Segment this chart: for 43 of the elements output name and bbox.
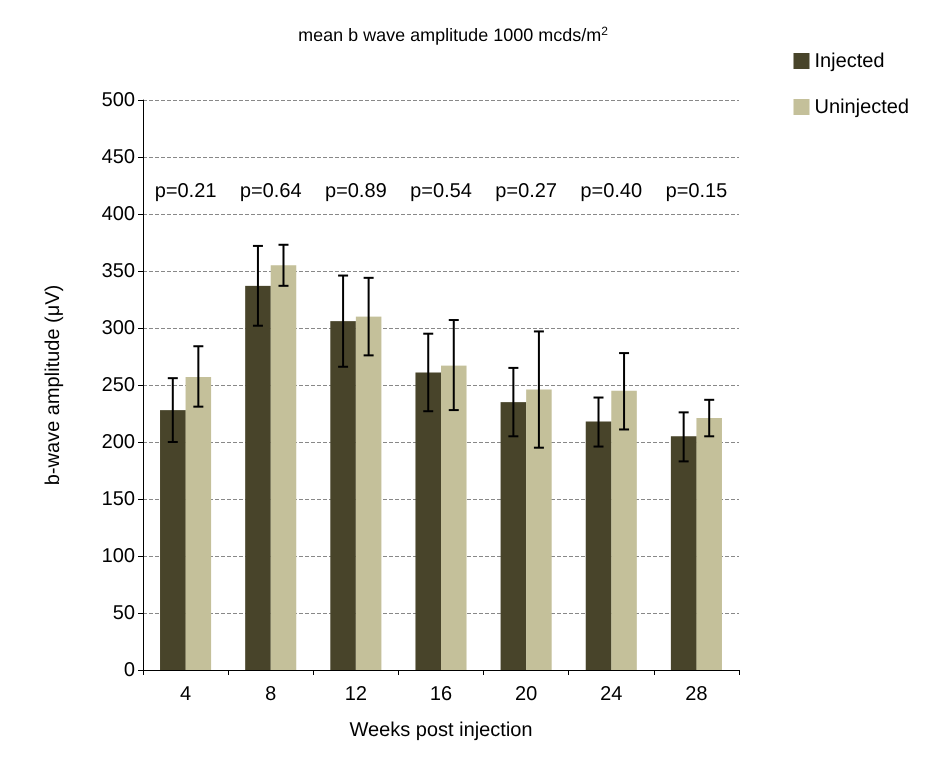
x-tick-label: 4	[180, 683, 192, 705]
annotation: p=0.54	[410, 180, 472, 202]
bar	[186, 377, 212, 670]
x-tick-label: 28	[685, 683, 708, 705]
x-tick-label: 16	[430, 683, 452, 705]
annotation: p=0.89	[324, 180, 387, 202]
bar	[441, 366, 467, 670]
bar	[500, 402, 526, 670]
bar	[160, 410, 186, 670]
annotation: p=0.27	[495, 180, 558, 202]
bar	[415, 372, 441, 670]
bar	[586, 421, 612, 670]
y-tick-label: 0	[124, 659, 135, 681]
bar	[611, 390, 637, 670]
y-tick-label: 350	[102, 260, 135, 282]
y-tick-label: 450	[102, 146, 135, 168]
y-tick-label: 500	[102, 89, 135, 111]
annotation: p=0.21	[154, 180, 216, 202]
annotation: p=0.64	[240, 180, 302, 202]
bar	[526, 390, 552, 670]
x-tick-label: 8	[265, 683, 276, 705]
y-tick-label: 100	[102, 545, 135, 567]
y-tick-label: 50	[112, 602, 135, 624]
bar	[245, 286, 271, 670]
bar	[330, 321, 356, 670]
y-tick-label: 200	[102, 431, 135, 453]
bar	[696, 418, 722, 670]
x-tick-label: 12	[344, 683, 367, 705]
annotation: p=0.40	[580, 180, 642, 202]
legend-label: Uninjected	[814, 96, 910, 118]
legend-label: Injected	[814, 50, 885, 72]
bar	[670, 436, 696, 670]
y-tick-label: 300	[102, 317, 135, 339]
bar	[270, 265, 296, 670]
y-tick-label: 250	[102, 374, 135, 396]
y-axis-title: b-wave amplitude (μV)	[42, 284, 64, 486]
y-tick-label: 400	[102, 203, 135, 225]
annotation: p=0.15	[666, 180, 728, 202]
bar	[356, 316, 382, 670]
x-tick-label: 20	[515, 683, 538, 705]
x-axis-title: Weeks post injection	[349, 719, 533, 741]
y-tick-label: 150	[102, 488, 135, 510]
x-tick-label: 24	[600, 683, 622, 705]
